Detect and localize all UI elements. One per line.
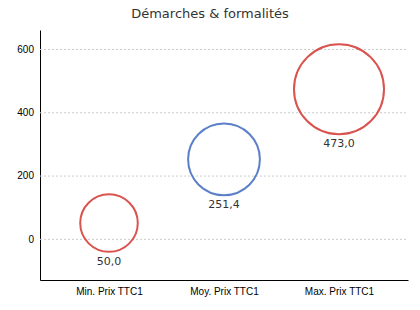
x-tick-label: Moy. Prix TTC1: [190, 286, 259, 297]
x-axis: Min. Prix TTC1 Moy. Prix TTC1 Max. Prix TT…: [41, 281, 409, 298]
chart: 0 200 400 600 Min. Prix TTC1 Moy. Prix TTC1 Ma…: [0, 0, 420, 310]
grid-line: [40, 176, 408, 177]
y-tick: 200: [17, 170, 408, 181]
data-label: 251,4: [208, 198, 240, 211]
grid-line: [40, 49, 408, 50]
data-labels: 50,0 251,4 473,0: [97, 137, 355, 268]
x-tick: Min. Prix TTC1: [76, 286, 143, 297]
y-tick: 400: [17, 107, 408, 118]
plot: 0 200 400 600 Min. Prix TTC1 Moy. Prix TTC1 Ma…: [17, 31, 408, 298]
x-tick: Moy. Prix TTC1: [190, 286, 259, 297]
bubble: [80, 194, 138, 252]
bubble: [294, 44, 384, 134]
marks: [80, 44, 384, 252]
grid-line: [40, 239, 408, 240]
y-tick-label: 0: [28, 234, 34, 245]
y-tick-label: 600: [17, 44, 34, 55]
y-tick-label: 200: [17, 170, 34, 181]
bubble: [188, 123, 260, 195]
y-tick-label: 400: [17, 107, 34, 118]
data-label: 50,0: [97, 255, 122, 268]
data-label: 473,0: [323, 137, 355, 150]
y-axis-line: [40, 31, 41, 281]
grid-line: [40, 112, 408, 113]
x-tick: Max. Prix TTC1: [305, 286, 375, 297]
x-tick-label: Max. Prix TTC1: [305, 286, 375, 297]
title: Démarches & formalités: [131, 6, 289, 21]
x-axis-line: [41, 280, 409, 281]
y-axis: 0 200 400 600: [17, 31, 408, 281]
x-tick-label: Min. Prix TTC1: [76, 286, 143, 297]
